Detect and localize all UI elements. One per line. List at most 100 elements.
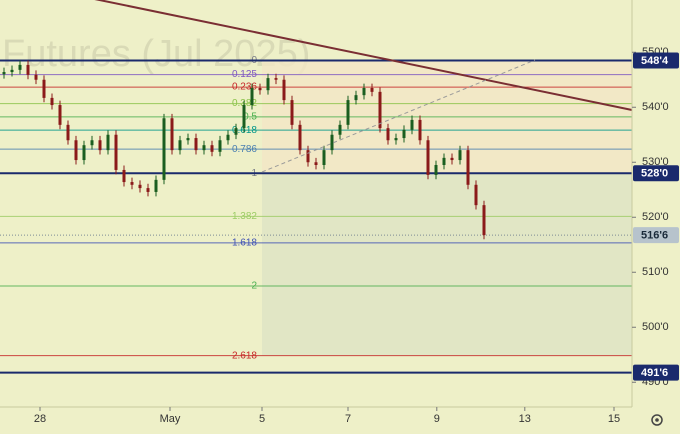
candle-body xyxy=(354,95,358,101)
candle-body xyxy=(242,105,246,129)
candle-body xyxy=(474,184,478,206)
fib-label: 2.618 xyxy=(232,350,257,361)
candle-body xyxy=(266,78,270,91)
price-tag-label: 548'4 xyxy=(641,55,669,67)
fib-trend xyxy=(261,59,536,173)
candle-body xyxy=(314,162,318,165)
y-tick-label: 530'0 xyxy=(642,156,669,168)
candle-body xyxy=(26,64,30,75)
candle-body xyxy=(378,91,382,129)
candle-body xyxy=(130,182,134,185)
candle-body xyxy=(218,140,222,152)
candle-body xyxy=(338,124,342,135)
candle-body xyxy=(226,134,230,141)
candle-body xyxy=(250,88,254,106)
candle-body xyxy=(362,88,366,96)
candle-body xyxy=(10,69,14,73)
candle-body xyxy=(202,145,206,151)
candle-body xyxy=(42,79,46,98)
candle-body xyxy=(274,78,278,80)
fib-label: 0.382 xyxy=(232,98,257,109)
x-tick-label: 28 xyxy=(34,413,46,425)
fib-band xyxy=(262,74,632,88)
fib-label: 1.618 xyxy=(232,238,257,249)
candle-body xyxy=(138,184,142,189)
fib-band xyxy=(262,242,632,286)
candle-body xyxy=(466,150,470,185)
price-tag xyxy=(633,364,679,381)
fib-band xyxy=(262,103,632,117)
fib-label: 0.618 xyxy=(232,125,257,136)
candle-body xyxy=(122,169,126,183)
fib-band xyxy=(262,286,632,356)
fib-label: 0.125 xyxy=(232,69,257,80)
candle-body xyxy=(194,138,198,151)
fib-band xyxy=(262,87,632,104)
candle-body xyxy=(18,64,22,70)
candle-body xyxy=(154,179,158,192)
x-tick-label: 9 xyxy=(434,413,440,425)
candle-body xyxy=(434,165,438,175)
candle-body xyxy=(146,188,150,192)
trend-line xyxy=(94,0,633,111)
watermark: Futures (Jul 2025) xyxy=(2,33,310,75)
fib-label: 0.5 xyxy=(243,112,257,123)
candle-body xyxy=(282,79,286,101)
candle-body xyxy=(58,105,62,125)
candle-body xyxy=(418,119,422,141)
candle-body xyxy=(210,145,214,152)
candle-body xyxy=(322,150,326,165)
candle-body xyxy=(370,88,374,92)
fib-band xyxy=(262,130,632,150)
candle-body xyxy=(450,157,454,161)
y-tick-label: 540'0 xyxy=(642,101,669,113)
candle-body xyxy=(34,74,38,80)
fib-band xyxy=(262,149,632,174)
y-tick-label: 500'0 xyxy=(642,321,669,333)
y-tick-label: 520'0 xyxy=(642,211,669,223)
candle-body xyxy=(402,129,406,139)
settings-icon[interactable] xyxy=(651,414,663,426)
fib-label: 0.236 xyxy=(232,82,257,93)
fib-label: 2 xyxy=(251,281,257,292)
candle-body xyxy=(186,138,190,141)
fib-band xyxy=(262,60,632,75)
candle-body xyxy=(410,119,414,130)
candle-body xyxy=(386,128,390,141)
candle-body xyxy=(306,150,310,163)
x-tick-label: 13 xyxy=(519,413,531,425)
price-tag-label: 516'6 xyxy=(641,230,668,242)
candle-body xyxy=(98,140,102,151)
candle-body xyxy=(170,118,174,151)
candle-body xyxy=(106,134,110,151)
fib-band xyxy=(262,216,632,243)
x-tick-label: May xyxy=(160,413,181,425)
settings-icon-center xyxy=(655,418,659,422)
fib-band xyxy=(262,116,632,131)
fib-label: 1.382 xyxy=(232,211,257,222)
x-tick-label: 15 xyxy=(608,413,620,425)
candle-body xyxy=(74,140,78,161)
x-tick-label: 7 xyxy=(345,413,351,425)
candle-body xyxy=(66,124,70,141)
y-tick-label: 510'0 xyxy=(642,266,669,278)
price-axis xyxy=(632,0,680,434)
candle-body xyxy=(482,205,486,236)
candle-body xyxy=(2,72,6,75)
candle-body xyxy=(290,100,294,125)
candle-body xyxy=(114,134,118,170)
candle-body xyxy=(346,100,350,125)
fib-label: 0.786 xyxy=(232,144,257,155)
price-tag-label: 491'6 xyxy=(641,367,668,379)
candle-body xyxy=(394,138,398,141)
candle-body xyxy=(50,97,54,106)
candle-body xyxy=(330,134,334,151)
candle-body xyxy=(442,157,446,165)
price-tag xyxy=(633,165,679,182)
candle-body xyxy=(82,145,86,161)
x-tick-label: 5 xyxy=(259,413,265,425)
candle-body xyxy=(298,124,302,151)
candle-body xyxy=(234,128,238,135)
candle-body xyxy=(458,150,462,161)
candle-body xyxy=(258,88,262,91)
